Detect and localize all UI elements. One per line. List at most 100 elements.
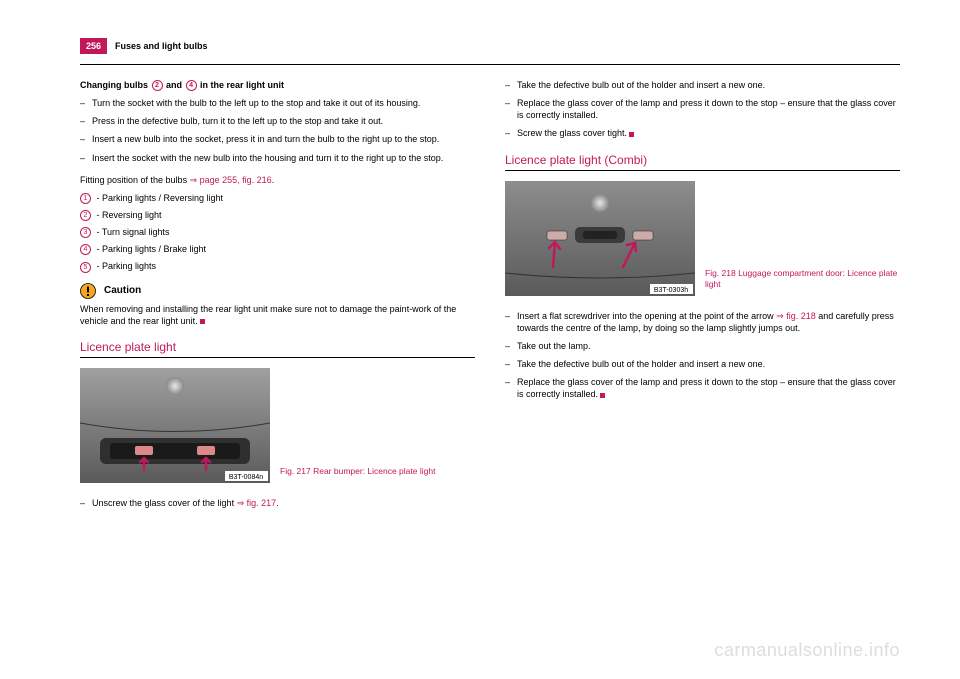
bulb-label: - Parking lights	[94, 261, 156, 271]
header-title: Fuses and light bulbs	[115, 41, 208, 51]
circled-number: 4	[80, 244, 91, 255]
dash-bullet: –	[505, 97, 517, 121]
page-reference: ⇒ page 255, fig. 216	[190, 175, 272, 185]
list-item: 5 - Parking lights	[80, 260, 475, 272]
step-text: Replace the glass cover of the lamp and …	[517, 376, 900, 400]
circled-number: 5	[80, 262, 91, 273]
changing-bulbs-subhead: Changing bulbs 2 and 4 in the rear light…	[80, 79, 475, 91]
steps-list: –Insert a flat screwdriver into the open…	[505, 310, 900, 401]
subhead-part: in the rear light unit	[198, 80, 285, 90]
fitting-position-text: Fitting position of the bulbs ⇒ page 255…	[80, 174, 475, 186]
step-text: Take the defective bulb out of the holde…	[517, 79, 900, 91]
section-rule	[80, 357, 475, 358]
dash-bullet: –	[505, 310, 517, 334]
list-item: 1 - Parking lights / Reversing light	[80, 192, 475, 204]
step-text: Unscrew the glass cover of the light ⇒ f…	[92, 497, 475, 509]
step-pre: Unscrew the glass cover of the light	[92, 498, 237, 508]
content-columns: Changing bulbs 2 and 4 in the rear light…	[80, 79, 900, 519]
circled-number: 2	[80, 210, 91, 221]
caution-body: When removing and installing the rear li…	[80, 304, 456, 326]
list-item: –Press in the defective bulb, turn it to…	[80, 115, 475, 127]
fig-218-caption: Fig. 218 Luggage compartment door: Licen…	[705, 268, 900, 296]
header-rule	[80, 64, 900, 65]
subhead-part: and	[164, 80, 185, 90]
steps-list: –Turn the socket with the bulb to the le…	[80, 97, 475, 164]
step-body: Screw the glass cover tight.	[517, 128, 627, 138]
steps-list: –Unscrew the glass cover of the light ⇒ …	[80, 497, 475, 509]
page-number: 256	[80, 38, 107, 54]
step-body: Replace the glass cover of the lamp and …	[517, 377, 896, 399]
list-item: 3 - Turn signal lights	[80, 226, 475, 238]
figure-217-row: B3T-0084n Fig. 217 Rear bumper: Licence …	[80, 368, 475, 483]
dash-bullet: –	[80, 97, 92, 109]
step-text: Take out the lamp.	[517, 340, 900, 352]
page-header: 256 Fuses and light bulbs	[80, 38, 900, 54]
list-item: –Insert a flat screwdriver into the open…	[505, 310, 900, 334]
fitting-text: Fitting position of the bulbs	[80, 175, 190, 185]
dash-bullet: –	[505, 79, 517, 91]
section-title-combi: Licence plate light (Combi)	[505, 152, 900, 168]
step-text: Replace the glass cover of the lamp and …	[517, 97, 900, 121]
steps-list: –Take the defective bulb out of the hold…	[505, 79, 900, 140]
bulb-label: - Turn signal lights	[94, 227, 170, 237]
section-rule	[505, 170, 900, 171]
list-item: –Screw the glass cover tight.	[505, 127, 900, 139]
step-pre: Insert a flat screwdriver into the openi…	[517, 311, 776, 321]
fig-tag: B3T-0084n	[229, 474, 263, 481]
caution-text: When removing and installing the rear li…	[80, 303, 475, 327]
fig-tag: B3T-0303h	[654, 287, 688, 294]
step-post: .	[276, 498, 279, 508]
circled-number: 1	[80, 193, 91, 204]
step-text: Take the defective bulb out of the holde…	[517, 358, 900, 370]
bulb-label: - Parking lights / Brake light	[94, 244, 206, 254]
list-item: –Insert the socket with the new bulb int…	[80, 152, 475, 164]
dash-bullet: –	[80, 133, 92, 145]
dash-bullet: –	[80, 152, 92, 164]
watermark: carmanualsonline.info	[714, 640, 900, 661]
list-item: –Take out the lamp.	[505, 340, 900, 352]
fig-reference: ⇒ fig. 217	[237, 498, 277, 508]
dash-bullet: –	[80, 115, 92, 127]
list-item: –Replace the glass cover of the lamp and…	[505, 97, 900, 121]
step-text: Insert the socket with the new bulb into…	[92, 152, 475, 164]
caution-label: Caution	[104, 284, 141, 298]
left-column: Changing bulbs 2 and 4 in the rear light…	[80, 79, 475, 519]
bulb-label: - Parking lights / Reversing light	[94, 193, 223, 203]
dash-bullet: –	[80, 497, 92, 509]
dash-bullet: –	[505, 340, 517, 352]
fig-reference: ⇒ fig. 218	[776, 311, 816, 321]
dash-bullet: –	[505, 376, 517, 400]
end-square-icon	[629, 132, 634, 137]
fig-217-caption: Fig. 217 Rear bumper: Licence plate ligh…	[280, 466, 435, 483]
list-item: –Insert a new bulb into the socket, pres…	[80, 133, 475, 145]
subhead-part: Changing bulbs	[80, 80, 151, 90]
step-text: Turn the socket with the bulb to the lef…	[92, 97, 475, 109]
section-title-licence: Licence plate light	[80, 339, 475, 355]
step-text: Insert a flat screwdriver into the openi…	[517, 310, 900, 334]
list-item: 4 - Parking lights / Brake light	[80, 243, 475, 255]
list-item: 2 - Reversing light	[80, 209, 475, 221]
bulb-label: - Reversing light	[94, 210, 162, 220]
step-text: Press in the defective bulb, turn it to …	[92, 115, 475, 127]
right-column: –Take the defective bulb out of the hold…	[505, 79, 900, 519]
step-text: Insert a new bulb into the socket, press…	[92, 133, 475, 145]
dash-bullet: –	[505, 127, 517, 139]
page: 256 Fuses and light bulbs Changing bulbs…	[0, 0, 960, 679]
step-text: Screw the glass cover tight.	[517, 127, 900, 139]
dash-bullet: –	[505, 358, 517, 370]
circled-number: 4	[186, 80, 197, 91]
end-square-icon	[600, 393, 605, 398]
circled-number: 3	[80, 227, 91, 238]
caution-icon	[80, 283, 96, 299]
figure-218-row: B3T-0303h Fig. 218 Luggage compartment d…	[505, 181, 900, 296]
list-item: –Turn the socket with the bulb to the le…	[80, 97, 475, 109]
list-item: –Unscrew the glass cover of the light ⇒ …	[80, 497, 475, 509]
caution-header: Caution	[80, 283, 475, 299]
list-item: –Replace the glass cover of the lamp and…	[505, 376, 900, 400]
bulb-position-list: 1 - Parking lights / Reversing light 2 -…	[80, 192, 475, 273]
end-square-icon	[200, 319, 205, 324]
list-item: –Take the defective bulb out of the hold…	[505, 79, 900, 91]
circled-number: 2	[152, 80, 163, 91]
figure-218: B3T-0303h	[505, 181, 695, 296]
list-item: –Take the defective bulb out of the hold…	[505, 358, 900, 370]
